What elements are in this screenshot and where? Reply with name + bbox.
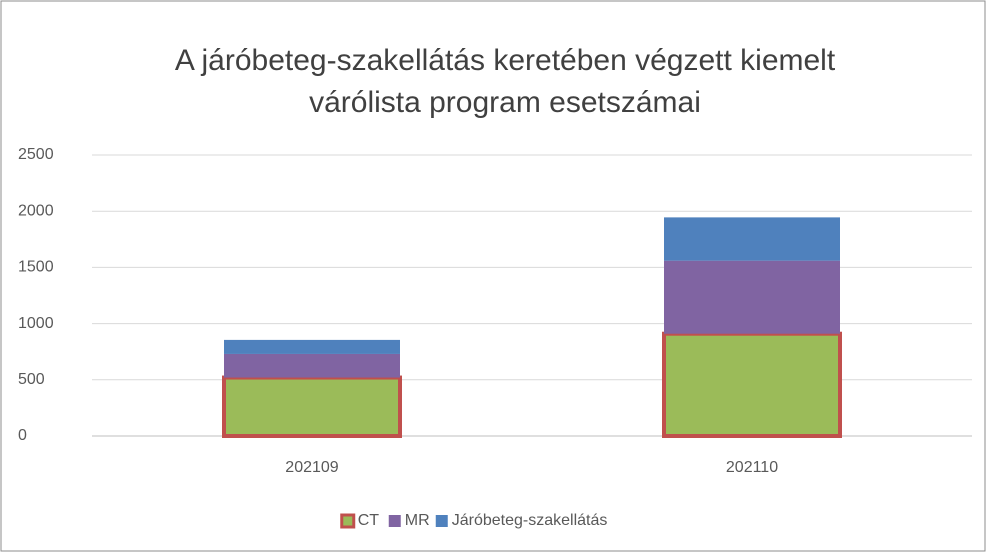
y-tick-label: 0 — [18, 427, 27, 444]
x-tick-label: 202109 — [285, 459, 338, 476]
y-tick-label: 1500 — [18, 259, 54, 276]
chart-title: várólista program esetszámai — [309, 86, 701, 119]
bar-segment — [224, 339, 400, 354]
legend-swatch — [435, 515, 448, 527]
bar-segment — [662, 331, 842, 438]
legend-swatch — [340, 513, 356, 529]
legend-label: MR — [405, 512, 430, 529]
bar-segment — [224, 353, 400, 378]
legend-swatch — [388, 515, 401, 527]
bar-segment — [222, 375, 402, 438]
bar-segment — [664, 260, 840, 334]
y-tick-label: 2500 — [18, 146, 54, 163]
y-tick-label: 2000 — [18, 202, 54, 219]
bar-segment — [664, 217, 840, 261]
x-tick-label: 202110 — [726, 459, 778, 476]
chart-title: A járóbeteg-szakellátás keretében végzet… — [175, 44, 836, 77]
y-tick-label: 1000 — [18, 315, 54, 332]
legend-label: CT — [358, 512, 380, 529]
legend-label: Járóbeteg-szakellátás — [452, 512, 608, 529]
y-tick-label: 500 — [18, 371, 45, 388]
